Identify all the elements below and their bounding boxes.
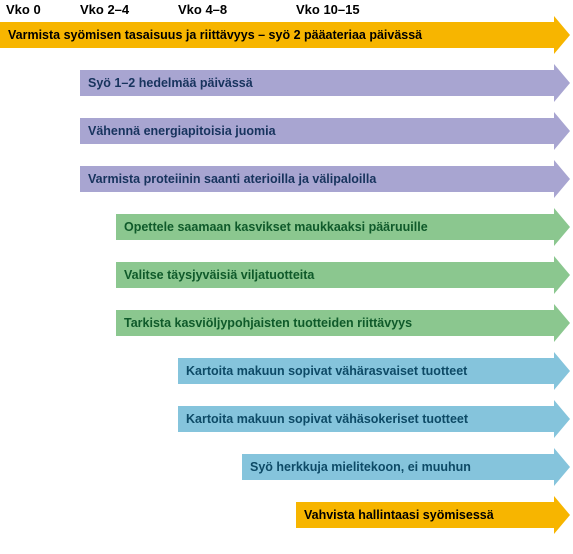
arrow-right-icon bbox=[554, 208, 570, 246]
arrow-right-icon bbox=[554, 496, 570, 534]
arrow-right-icon bbox=[554, 352, 570, 390]
week-label: Vko 0 bbox=[6, 2, 41, 17]
timeline-bar-label: Tarkista kasviöljypohjaisten tuotteiden … bbox=[116, 310, 554, 336]
timeline-bar: Syö herkkuja mielitekoon, ei muuhun bbox=[0, 454, 573, 480]
arrow-right-icon bbox=[554, 64, 570, 102]
timeline-bar-label: Vähennä energiapitoisia juomia bbox=[80, 118, 554, 144]
arrow-right-icon bbox=[554, 112, 570, 150]
timeline-bar-label: Kartoita makuun sopivat vähärasvaiset tu… bbox=[178, 358, 554, 384]
timeline-bar: Opettele saamaan kasvikset maukkaaksi pä… bbox=[0, 214, 573, 240]
timeline-bar: Syö 1–2 hedelmää päivässä bbox=[0, 70, 573, 96]
arrow-right-icon bbox=[554, 160, 570, 198]
timeline-bar-label: Varmista syömisen tasaisuus ja riittävyy… bbox=[0, 22, 554, 48]
timeline-bar: Valitse täysjyväisiä viljatuotteita bbox=[0, 262, 573, 288]
week-label: Vko 2–4 bbox=[80, 2, 129, 17]
week-label: Vko 4–8 bbox=[178, 2, 227, 17]
arrow-right-icon bbox=[554, 16, 570, 54]
arrow-right-icon bbox=[554, 304, 570, 342]
timeline-bar-label: Opettele saamaan kasvikset maukkaaksi pä… bbox=[116, 214, 554, 240]
week-label: Vko 10–15 bbox=[296, 2, 360, 17]
arrow-right-icon bbox=[554, 256, 570, 294]
timeline-bar-label: Vahvista hallintaasi syömisessä bbox=[296, 502, 554, 528]
timeline-bar: Vahvista hallintaasi syömisessä bbox=[0, 502, 573, 528]
timeline-bar: Varmista proteiinin saanti aterioilla ja… bbox=[0, 166, 573, 192]
timeline-bar: Vähennä energiapitoisia juomia bbox=[0, 118, 573, 144]
timeline-bars: Varmista syömisen tasaisuus ja riittävyy… bbox=[0, 22, 573, 528]
timeline-bar: Varmista syömisen tasaisuus ja riittävyy… bbox=[0, 22, 573, 48]
timeline-bar-label: Syö herkkuja mielitekoon, ei muuhun bbox=[242, 454, 554, 480]
arrow-right-icon bbox=[554, 448, 570, 486]
timeline-bar: Kartoita makuun sopivat vähäsokeriset tu… bbox=[0, 406, 573, 432]
week-header: Vko 0 Vko 2–4 Vko 4–8 Vko 10–15 bbox=[0, 0, 573, 22]
timeline-bar: Kartoita makuun sopivat vähärasvaiset tu… bbox=[0, 358, 573, 384]
timeline-bar-label: Syö 1–2 hedelmää päivässä bbox=[80, 70, 554, 96]
timeline-bar: Tarkista kasviöljypohjaisten tuotteiden … bbox=[0, 310, 573, 336]
arrow-right-icon bbox=[554, 400, 570, 438]
timeline-bar-label: Kartoita makuun sopivat vähäsokeriset tu… bbox=[178, 406, 554, 432]
timeline-bar-label: Valitse täysjyväisiä viljatuotteita bbox=[116, 262, 554, 288]
timeline-bar-label: Varmista proteiinin saanti aterioilla ja… bbox=[80, 166, 554, 192]
